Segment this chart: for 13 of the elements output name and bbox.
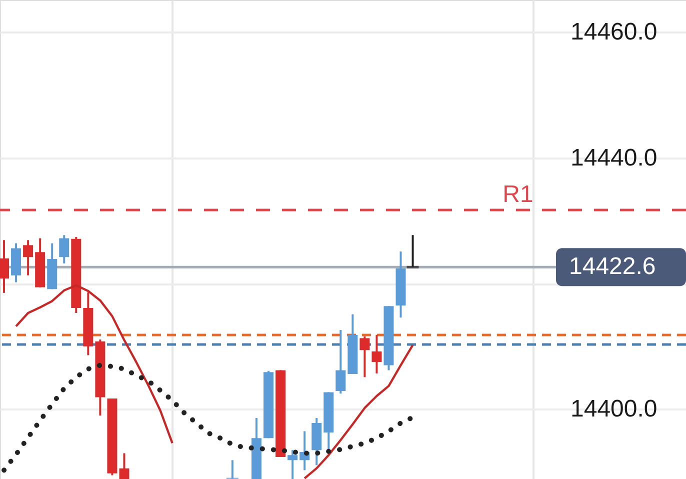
candlestick	[288, 449, 298, 479]
candlestick	[59, 234, 70, 264]
candlestick	[119, 452, 130, 479]
ref-line-label: 14422.6	[569, 253, 656, 280]
y-tick-label: 14400.0	[570, 396, 658, 423]
candlestick	[0, 239, 10, 294]
candlestick	[336, 329, 346, 395]
ref-line-label: R1	[502, 180, 534, 208]
y-tick-label: 14440.0	[570, 144, 658, 172]
candlestick	[372, 334, 382, 374]
candlestick	[360, 335, 370, 378]
y-tick-label: 14460.0	[570, 18, 658, 46]
candlestick	[23, 239, 34, 276]
